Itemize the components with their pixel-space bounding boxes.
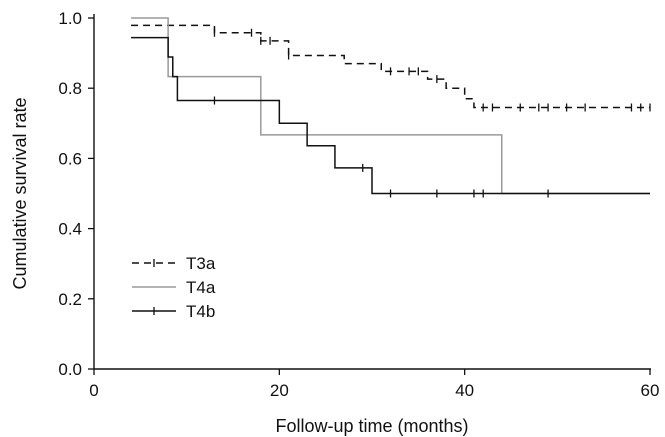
legend-label: T4a (186, 278, 216, 297)
x-tick-label: 20 (270, 381, 289, 400)
y-tick-label: 0.6 (58, 149, 82, 168)
y-tick-label: 0.4 (58, 220, 82, 239)
x-tick-label: 60 (641, 381, 660, 400)
y-tick-label: 0.0 (58, 360, 82, 379)
series-line-t3a (131, 24, 650, 109)
series-line-t4a (131, 17, 650, 195)
y-axis-title: Cumulative survival rate (10, 97, 30, 289)
series-line-t4b (131, 36, 650, 195)
legend-label: T4b (186, 302, 215, 321)
x-tick-label: 0 (89, 381, 98, 400)
legend-label: T3a (186, 254, 216, 273)
y-tick-label: 0.8 (58, 79, 82, 98)
y-tick-label: 0.2 (58, 290, 82, 309)
x-axis-title: Follow-up time (months) (275, 416, 468, 436)
y-tick-label: 1.0 (58, 9, 82, 28)
x-tick-label: 40 (455, 381, 474, 400)
